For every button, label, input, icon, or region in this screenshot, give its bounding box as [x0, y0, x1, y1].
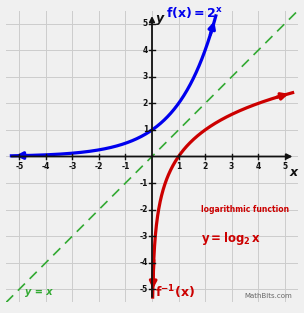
Text: $\mathbf{f^{-1}(x)}$: $\mathbf{f^{-1}(x)}$: [155, 284, 195, 301]
Text: -5: -5: [15, 162, 23, 171]
Text: 4: 4: [255, 162, 261, 171]
Text: -3: -3: [140, 232, 148, 241]
Text: -4: -4: [140, 258, 148, 267]
Text: 4: 4: [143, 46, 148, 55]
Text: 5: 5: [143, 19, 148, 28]
Text: -2: -2: [140, 205, 148, 214]
Text: -3: -3: [68, 162, 77, 171]
Text: -1: -1: [140, 178, 148, 187]
Text: 3: 3: [143, 72, 148, 81]
Text: $\mathbf{f(x) = 2^x}$: $\mathbf{f(x) = 2^x}$: [166, 5, 223, 20]
Text: logarithmic function: logarithmic function: [201, 205, 289, 214]
Text: 1: 1: [176, 162, 181, 171]
Text: -5: -5: [140, 285, 148, 294]
Text: -2: -2: [95, 162, 103, 171]
Text: $\mathit{\mathbf{y = log_2\, x}}$: $\mathit{\mathbf{y = log_2\, x}}$: [201, 230, 261, 247]
Text: y: y: [156, 12, 164, 25]
Text: 2: 2: [143, 99, 148, 108]
Text: x: x: [290, 166, 298, 179]
Text: 3: 3: [229, 162, 234, 171]
Text: -1: -1: [121, 162, 130, 171]
Text: y = x: y = x: [25, 287, 52, 297]
Text: 1: 1: [143, 126, 148, 135]
Text: 2: 2: [202, 162, 208, 171]
Text: MathBits.com: MathBits.com: [245, 293, 293, 299]
Text: -4: -4: [42, 162, 50, 171]
Text: 5: 5: [282, 162, 287, 171]
